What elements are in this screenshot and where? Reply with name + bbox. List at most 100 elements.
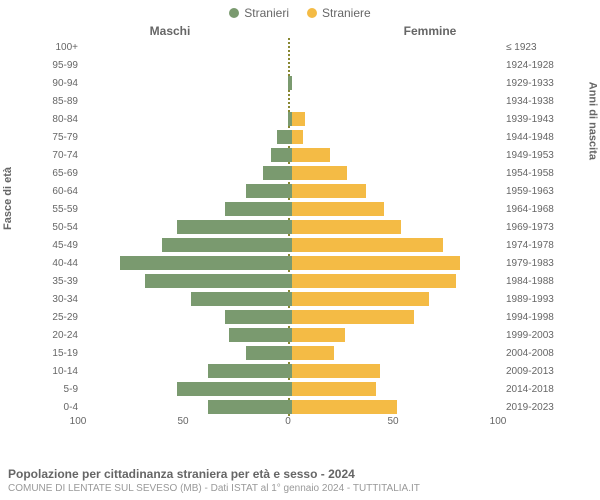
bar-female-wrap (292, 400, 502, 414)
age-label: 10-14 (40, 366, 82, 377)
birth-year-label: 1949-1953 (502, 150, 564, 161)
birth-year-label: 1954-1958 (502, 168, 564, 179)
bar-male-wrap (82, 382, 292, 396)
bar-male-wrap (82, 256, 292, 270)
birth-year-label: 1939-1943 (502, 114, 564, 125)
pyramid-row: 35-391984-1988 (40, 272, 560, 290)
birth-year-label: 1994-1998 (502, 312, 564, 323)
bar-male (225, 310, 292, 324)
birth-year-label: 1984-1988 (502, 276, 564, 287)
pyramid-row: 15-192004-2008 (40, 344, 560, 362)
birth-year-label: 2004-2008 (502, 348, 564, 359)
bar-female (292, 310, 414, 324)
age-label: 95-99 (40, 60, 82, 71)
bar-male-wrap (82, 58, 292, 72)
birth-year-label: 1959-1963 (502, 186, 564, 197)
pyramid-row: 85-891934-1938 (40, 92, 560, 110)
age-label: 90-94 (40, 78, 82, 89)
chart-legend: Stranieri Straniere (0, 0, 600, 20)
birth-year-label: 1929-1933 (502, 78, 564, 89)
x-tick: 50 (177, 416, 188, 427)
bar-male-wrap (82, 238, 292, 252)
bar-male-wrap (82, 364, 292, 378)
bar-male (145, 274, 292, 288)
pyramid-row: 5-92014-2018 (40, 380, 560, 398)
pyramid-row: 55-591964-1968 (40, 200, 560, 218)
age-label: 40-44 (40, 258, 82, 269)
pyramid-row: 25-291994-1998 (40, 308, 560, 326)
bar-male-wrap (82, 202, 292, 216)
pyramid-row: 75-791944-1948 (40, 128, 560, 146)
bar-female-wrap (292, 220, 502, 234)
pyramid-row: 0-42019-2023 (40, 398, 560, 416)
age-label: 85-89 (40, 96, 82, 107)
bar-female (292, 292, 429, 306)
pyramid-row: 60-641959-1963 (40, 182, 560, 200)
age-label: 60-64 (40, 186, 82, 197)
bar-male-wrap (82, 400, 292, 414)
x-tick: 50 (387, 416, 398, 427)
bar-male (120, 256, 292, 270)
bar-female (292, 328, 345, 342)
bar-female-wrap (292, 238, 502, 252)
bar-male-wrap (82, 310, 292, 324)
bar-female (292, 148, 330, 162)
footer-subtitle: COMUNE DI LENTATE SUL SEVESO (MB) - Dati… (8, 483, 420, 494)
x-tick: 100 (490, 416, 507, 427)
bar-female (292, 166, 347, 180)
bar-male-wrap (82, 274, 292, 288)
bar-female (292, 382, 376, 396)
age-label: 100+ (40, 42, 82, 53)
birth-year-label: 1974-1978 (502, 240, 564, 251)
x-axis: 10050050100 (78, 416, 498, 434)
bar-female (292, 346, 334, 360)
legend-item-female: Straniere (307, 6, 371, 20)
y-axis-title-left: Fasce di età (2, 167, 14, 230)
age-label: 0-4 (40, 402, 82, 413)
bar-female-wrap (292, 112, 502, 126)
pyramid-row: 80-841939-1943 (40, 110, 560, 128)
bar-female-wrap (292, 346, 502, 360)
bar-female-wrap (292, 184, 502, 198)
header-male: Maschi (40, 24, 300, 38)
pyramid-row: 40-441979-1983 (40, 254, 560, 272)
swatch-male (229, 8, 239, 18)
birth-year-label: 1964-1968 (502, 204, 564, 215)
pyramid-row: 20-241999-2003 (40, 326, 560, 344)
bar-male-wrap (82, 76, 292, 90)
bar-male (191, 292, 292, 306)
bar-male (225, 202, 292, 216)
birth-year-label: 2009-2013 (502, 366, 564, 377)
pyramid-row: 65-691954-1958 (40, 164, 560, 182)
pyramid-rows: 100+≤ 192395-991924-192890-941929-193385… (40, 38, 560, 416)
bar-male-wrap (82, 328, 292, 342)
pyramid-row: 100+≤ 1923 (40, 38, 560, 56)
birth-year-label: 2019-2023 (502, 402, 564, 413)
birth-year-label: 1999-2003 (502, 330, 564, 341)
pyramid-row: 45-491974-1978 (40, 236, 560, 254)
bar-male (229, 328, 292, 342)
bar-female (292, 184, 366, 198)
bar-male (277, 130, 292, 144)
bar-female-wrap (292, 76, 502, 90)
birth-year-label: 1924-1928 (502, 60, 564, 71)
bar-female (292, 274, 456, 288)
bar-male-wrap (82, 220, 292, 234)
bar-female-wrap (292, 382, 502, 396)
birth-year-label: 1944-1948 (502, 132, 564, 143)
y-axis-title-right: Anni di nascita (586, 82, 598, 160)
bar-female-wrap (292, 202, 502, 216)
bar-male (177, 220, 293, 234)
age-label: 80-84 (40, 114, 82, 125)
bar-male-wrap (82, 292, 292, 306)
bar-female (292, 220, 401, 234)
bar-male-wrap (82, 184, 292, 198)
bar-male (162, 238, 292, 252)
bar-male (208, 400, 292, 414)
pyramid-row: 10-142009-2013 (40, 362, 560, 380)
legend-label-male: Stranieri (244, 6, 289, 20)
bar-male-wrap (82, 148, 292, 162)
bar-male (246, 346, 292, 360)
bar-female-wrap (292, 310, 502, 324)
bar-female-wrap (292, 364, 502, 378)
